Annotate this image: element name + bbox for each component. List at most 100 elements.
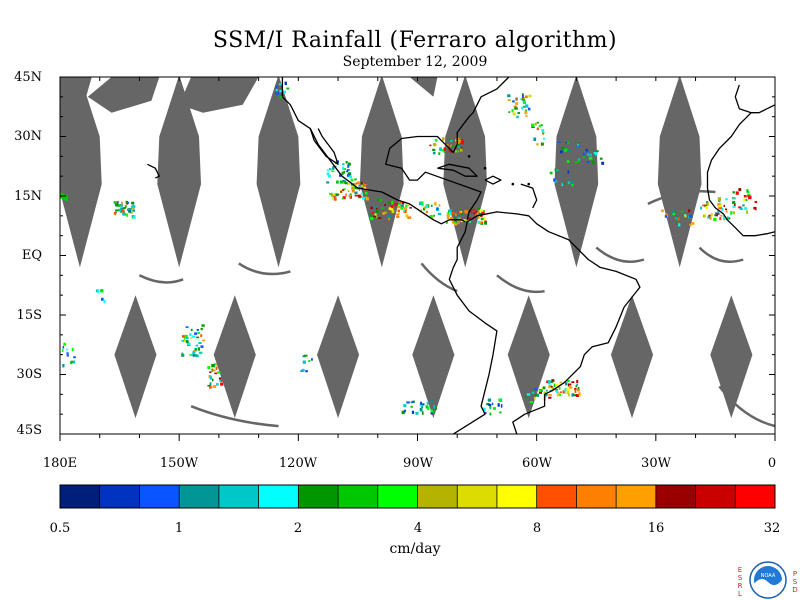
rain-cell — [404, 409, 406, 413]
rain-cell — [448, 209, 452, 213]
rain-cell — [70, 361, 73, 365]
rain-cell — [558, 386, 561, 390]
rain-cell — [283, 90, 286, 94]
rain-cell — [676, 219, 680, 222]
rain-cell — [576, 383, 579, 386]
rain-cell — [487, 398, 492, 402]
rain-cell — [131, 207, 135, 210]
rain-cell — [443, 147, 446, 151]
rain-cell — [329, 192, 333, 195]
rain-cell — [342, 163, 345, 166]
rain-cell — [101, 297, 104, 301]
rain-cell — [214, 372, 217, 375]
rain-cell — [446, 214, 450, 217]
rain-cell — [421, 204, 424, 206]
rain-cell — [460, 220, 464, 223]
rain-cell — [216, 383, 219, 386]
colorbar-swatch — [298, 485, 339, 508]
rain-cell — [700, 206, 702, 210]
rain-cell — [718, 206, 722, 210]
rain-cell — [370, 206, 373, 209]
rain-cell — [347, 174, 350, 177]
rain-cell — [592, 160, 595, 164]
rain-cell — [302, 355, 306, 358]
rain-cell — [358, 184, 361, 186]
rain-cell — [364, 191, 368, 195]
rain-cell — [728, 217, 731, 220]
rain-cell — [568, 393, 570, 397]
rain-cell — [405, 204, 408, 208]
rain-cell — [207, 384, 211, 387]
rain-cell — [327, 169, 329, 172]
rain-cell — [516, 98, 518, 101]
rain-cell — [513, 105, 516, 109]
rain-cell — [425, 205, 429, 209]
colorbar-swatch — [60, 485, 101, 508]
rain-cell — [406, 401, 410, 404]
rain-cell — [477, 220, 481, 225]
rain-cell — [198, 351, 203, 354]
rain-cell — [732, 205, 736, 208]
rain-cell — [302, 360, 306, 364]
rain-cell — [419, 408, 423, 412]
rain-cell — [498, 398, 501, 401]
rain-cell — [483, 216, 486, 221]
island — [467, 155, 471, 158]
rain-cell — [517, 112, 520, 114]
rain-cell — [425, 405, 429, 409]
rain-cell — [354, 178, 357, 181]
rain-cell — [500, 404, 503, 408]
rain-cell — [468, 221, 471, 223]
rain-cell — [344, 182, 348, 185]
rain-cell — [691, 222, 695, 225]
rain-cell — [508, 111, 511, 113]
rain-cell — [464, 210, 468, 214]
colorbar-swatch — [536, 485, 577, 508]
swath-gap-edge — [60, 77, 92, 137]
rain-cell — [688, 214, 693, 218]
swath-edge-arc — [698, 246, 744, 263]
rain-cell — [459, 217, 462, 221]
rain-cell — [541, 142, 544, 145]
rain-cell — [449, 139, 453, 142]
rain-cell — [200, 328, 203, 331]
rain-cell — [215, 363, 217, 366]
lat-label-eq: EQ — [21, 248, 42, 263]
lat-label-15s: 15S — [16, 308, 42, 323]
rain-cell — [564, 388, 567, 392]
rain-cell — [672, 213, 675, 216]
rain-cell — [374, 213, 377, 216]
rain-cell — [207, 366, 211, 369]
esrl-letter: R — [737, 582, 743, 590]
rain-cell — [360, 181, 363, 185]
rain-cell — [477, 216, 480, 219]
rain-cell — [455, 213, 457, 216]
rain-cell — [555, 389, 557, 392]
coastline — [706, 112, 775, 237]
rain-cell — [357, 181, 360, 184]
swath-gap-layer — [60, 77, 775, 428]
rain-cell — [62, 364, 65, 368]
rain-cell — [336, 180, 339, 184]
rain-cell — [131, 202, 135, 205]
lon-label-90w: 90W — [403, 456, 433, 471]
rain-cell — [497, 403, 500, 407]
island — [511, 182, 515, 186]
rain-cell — [553, 178, 556, 182]
rain-cell — [328, 174, 331, 178]
rain-cell — [443, 149, 446, 153]
rain-cell — [533, 137, 537, 141]
rain-cell — [550, 385, 553, 388]
rain-cell — [574, 161, 578, 164]
rain-cell — [717, 210, 720, 214]
rain-cell — [396, 213, 400, 216]
rain-cell — [275, 89, 278, 92]
rain-cell — [358, 195, 362, 199]
rain-cell — [491, 402, 494, 406]
rain-cell — [418, 201, 423, 206]
rain-cell — [391, 200, 394, 204]
rain-cell — [326, 181, 330, 184]
swath-gap-north — [157, 77, 201, 268]
rain-cell — [209, 385, 212, 389]
rain-cell — [371, 212, 374, 215]
